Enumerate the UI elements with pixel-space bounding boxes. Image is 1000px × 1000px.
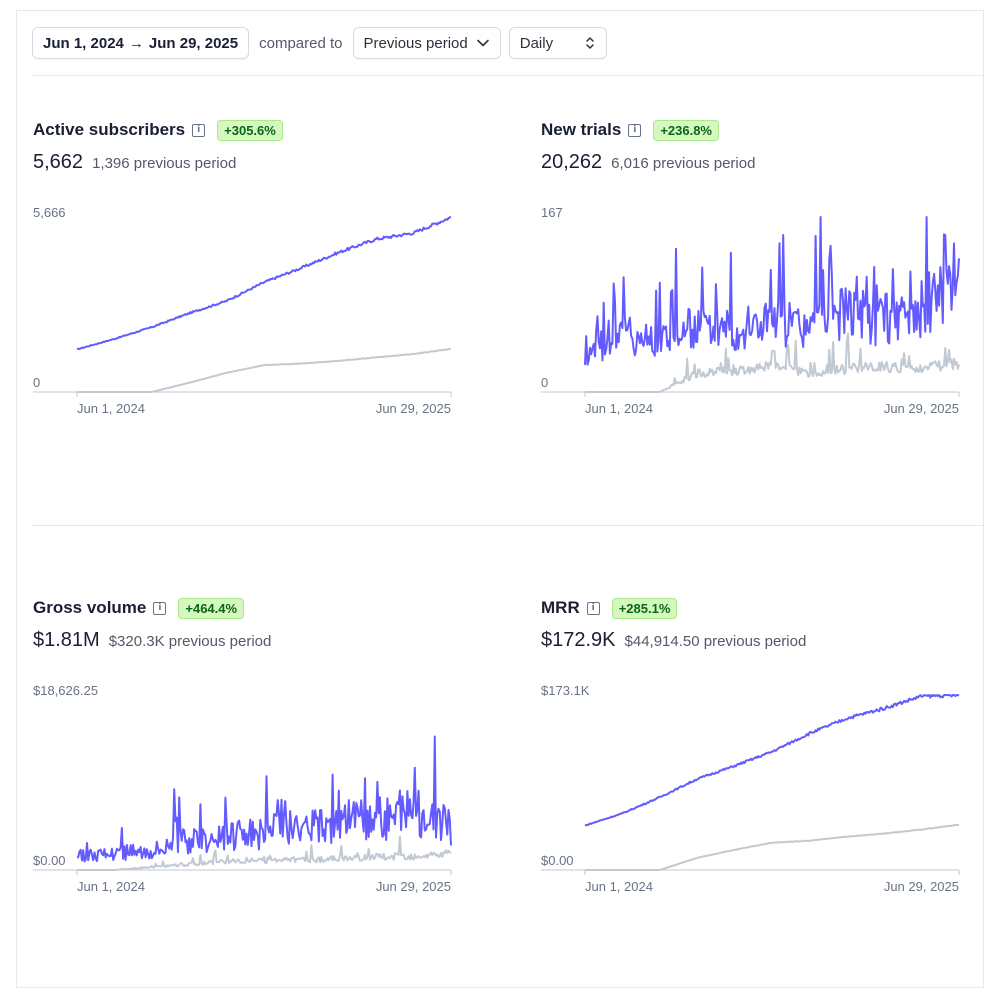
previous-period-value: $44,914.50 previous period	[624, 633, 807, 650]
chart-card-active-subscribers[interactable]: Active subscribers i +305.6% 5,662 1,396…	[33, 119, 473, 519]
previous-period-value: 1,396 previous period	[92, 155, 237, 172]
previous-period-value: 6,016 previous period	[611, 155, 756, 172]
chart-title: New trials	[541, 120, 622, 139]
change-badge: +464.4%	[178, 597, 245, 619]
interval-select[interactable]: Daily	[508, 27, 607, 59]
chart-title: Active subscribers	[33, 120, 186, 139]
previous-period-line	[77, 347, 452, 393]
date-range-button[interactable]: Jun 1, 2024 → Jun 29, 2025	[32, 27, 250, 59]
interval-value: Daily	[519, 34, 554, 52]
metric-value: 20,262	[541, 151, 603, 173]
info-icon[interactable]: i	[628, 123, 642, 137]
arrow-right-icon: →	[128, 34, 144, 52]
x-axis-start-label: Jun 1, 2024	[585, 401, 653, 416]
current-period-line	[76, 216, 451, 350]
metric-value: $1.81M	[33, 629, 100, 651]
y-axis-max-label: $18,626.25	[33, 683, 98, 698]
comparison-select[interactable]: Previous period	[352, 27, 501, 59]
change-badge: +285.1%	[611, 597, 678, 619]
x-axis-end-label: Jun 29, 2025	[884, 401, 959, 416]
y-axis-max-label: 167	[541, 205, 563, 220]
current-period-line	[584, 216, 960, 366]
y-axis-min-label: 0	[33, 375, 40, 390]
line-chart[interactable]: $18,626.25 $0.00 Jun 1, 2024 Jun 29, 2025	[33, 673, 463, 903]
change-badge: +236.8%	[653, 119, 719, 141]
y-axis-min-label: $0.00	[33, 853, 66, 868]
x-axis-end-label: Jun 29, 2025	[376, 401, 451, 416]
date-end: Jun 29, 2025	[148, 34, 239, 52]
chevron-up-down-icon	[586, 37, 594, 49]
chart-card-gross-volume[interactable]: Gross volume i +464.4% $1.81M $320.3K pr…	[33, 597, 473, 997]
y-axis-min-label: 0	[541, 375, 548, 390]
comparison-value: Previous period	[363, 34, 468, 52]
y-axis-max-label: 5,666	[33, 205, 66, 220]
info-icon[interactable]: i	[153, 601, 167, 615]
y-axis-max-label: $173.1K	[541, 683, 590, 698]
info-icon[interactable]: i	[192, 123, 206, 137]
y-axis-min-label: $0.00	[541, 853, 574, 868]
previous-period-value: $320.3K previous period	[108, 633, 272, 650]
previous-period-line	[585, 332, 960, 393]
chart-card-new-trials[interactable]: New trials i +236.8% 20,262 6,016 previo…	[541, 119, 981, 519]
line-chart[interactable]: 5,666 0 Jun 1, 2024 Jun 29, 2025	[33, 195, 463, 425]
current-period-line	[76, 735, 452, 863]
row-divider	[32, 525, 984, 526]
x-axis-end-label: Jun 29, 2025	[884, 879, 959, 894]
change-badge: +305.6%	[217, 119, 283, 141]
x-axis-end-label: Jun 29, 2025	[376, 879, 451, 894]
compared-to-label: compared to	[259, 34, 343, 52]
line-chart[interactable]: 167 0 Jun 1, 2024 Jun 29, 2025	[541, 195, 971, 425]
info-icon[interactable]: i	[586, 601, 600, 615]
metric-value: $172.9K	[541, 629, 616, 651]
previous-period-line	[77, 835, 452, 871]
current-period-line	[584, 694, 960, 827]
chart-title: MRR	[541, 598, 580, 617]
x-axis-start-label: Jun 1, 2024	[585, 879, 653, 894]
previous-period-line	[585, 823, 960, 871]
x-axis-start-label: Jun 1, 2024	[77, 879, 145, 894]
metric-value: 5,662	[33, 151, 84, 173]
date-start: Jun 1, 2024	[43, 34, 124, 52]
chevron-down-icon	[476, 39, 489, 47]
chart-card-mrr[interactable]: MRR i +285.1% $172.9K $44,914.50 previou…	[541, 597, 981, 997]
toolbar: Jun 1, 2024 → Jun 29, 2025 compared to P…	[32, 26, 607, 60]
toolbar-divider	[32, 75, 984, 76]
line-chart[interactable]: $173.1K $0.00 Jun 1, 2024 Jun 29, 2025	[541, 673, 971, 903]
x-axis-start-label: Jun 1, 2024	[77, 401, 145, 416]
chart-title: Gross volume	[33, 598, 147, 617]
